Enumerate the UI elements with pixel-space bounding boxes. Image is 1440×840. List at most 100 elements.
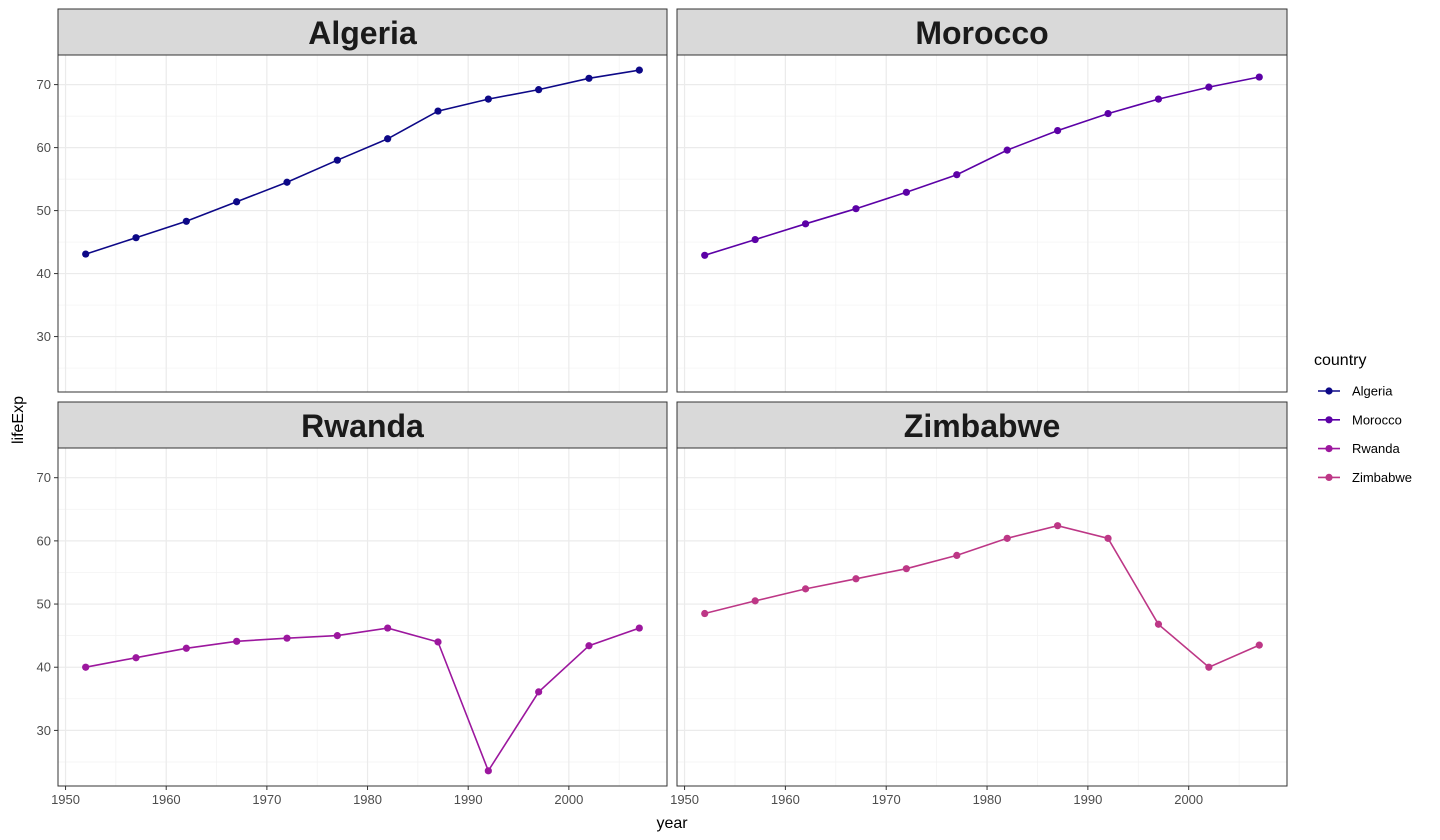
x-tick-label: 1950 xyxy=(670,792,699,807)
facet-strip xyxy=(57,401,668,449)
series-line-morocco xyxy=(704,76,1260,257)
legend-item-algeria: Algeria xyxy=(1318,384,1393,399)
facet-strip xyxy=(676,8,1288,56)
data-point-morocco xyxy=(1154,95,1163,103)
data-point-zimbabwe xyxy=(1054,522,1062,530)
data-point-rwanda xyxy=(233,637,241,645)
data-point-rwanda xyxy=(132,654,140,662)
data-point-algeria xyxy=(333,156,341,164)
facet-strip xyxy=(676,401,1288,449)
data-point-zimbabwe xyxy=(1255,641,1263,649)
legend-item-zimbabwe: Zimbabwe xyxy=(1318,470,1412,485)
y-tick-label: 50 xyxy=(37,203,51,218)
legend-key-point xyxy=(1325,473,1333,481)
x-tick-label: 1960 xyxy=(152,792,181,807)
panel-background xyxy=(677,55,1287,392)
data-point-morocco xyxy=(852,205,860,213)
facet-strip-label: Rwanda xyxy=(301,408,424,444)
y-tick-label: 50 xyxy=(37,597,51,612)
y-tick-label: 30 xyxy=(37,329,51,344)
y-tick-label: 70 xyxy=(37,470,51,485)
data-point-zimbabwe xyxy=(1104,534,1112,542)
x-tick-label: 1970 xyxy=(252,792,281,807)
data-point-rwanda xyxy=(484,767,492,775)
data-point-morocco xyxy=(1054,126,1062,135)
x-tick-label: 1980 xyxy=(973,792,1002,807)
data-point-algeria xyxy=(434,107,442,115)
y-tick-label: 70 xyxy=(37,77,51,92)
data-point-morocco xyxy=(902,188,910,196)
data-point-zimbabwe xyxy=(701,609,709,618)
facet-zimbabwe: Zimbabwe 1950 1960 1970 1980 1990 2000 xyxy=(670,401,1288,807)
data-point-zimbabwe xyxy=(1003,534,1011,542)
facet-strip-label: Zimbabwe xyxy=(904,408,1060,444)
data-point-morocco xyxy=(801,220,810,228)
x-tick-label: 1950 xyxy=(51,792,80,807)
facet-strip xyxy=(57,8,668,56)
legend: Algeria Morocco Rwanda Zimbabwe xyxy=(1318,384,1412,485)
data-point-rwanda xyxy=(535,688,543,696)
y-tick-label: 60 xyxy=(37,140,51,155)
data-point-rwanda xyxy=(384,624,392,632)
legend-item-rwanda: Rwanda xyxy=(1318,441,1400,456)
legend-key-point xyxy=(1325,387,1333,395)
data-point-morocco xyxy=(1255,73,1263,81)
series-line-rwanda xyxy=(85,627,640,773)
legend-label: Rwanda xyxy=(1352,441,1400,456)
y-tick-label: 30 xyxy=(37,723,51,738)
y-tick-label: 40 xyxy=(37,660,51,675)
facet-panels: Algeria 30 40 50 60 70 Morocco Rwanda 30 40 50 60 70… xyxy=(37,8,1288,807)
data-point-algeria xyxy=(384,135,392,143)
x-tick-label: 1990 xyxy=(454,792,483,807)
data-point-morocco xyxy=(953,171,961,179)
data-point-algeria xyxy=(233,198,241,206)
facet-strip-label: Algeria xyxy=(308,15,417,51)
data-point-algeria xyxy=(82,250,90,258)
data-point-rwanda xyxy=(82,663,90,671)
data-point-morocco xyxy=(1003,146,1011,154)
legend-label: Morocco xyxy=(1352,412,1402,427)
data-point-rwanda xyxy=(333,632,341,640)
facet-algeria: Algeria 30 40 50 60 70 xyxy=(37,8,668,393)
facet-morocco: Morocco xyxy=(676,8,1288,393)
data-point-zimbabwe xyxy=(751,597,759,605)
x-tick-label: 1980 xyxy=(353,792,382,807)
series-line-zimbabwe xyxy=(704,524,1260,669)
facet-rwanda: Rwanda 30 40 50 60 70 1950 1960 1970 1980 1990 2000 xyxy=(37,401,668,807)
x-tick-label: 1960 xyxy=(771,792,800,807)
data-point-zimbabwe xyxy=(953,551,961,560)
data-point-algeria xyxy=(182,217,190,225)
data-point-morocco xyxy=(1205,83,1213,91)
data-point-rwanda xyxy=(283,634,291,642)
data-point-algeria xyxy=(484,95,492,103)
legend-title: country xyxy=(1314,352,1366,369)
data-point-algeria xyxy=(535,86,543,94)
data-point-rwanda xyxy=(434,638,442,646)
data-point-zimbabwe xyxy=(1154,620,1163,628)
legend-item-morocco: Morocco xyxy=(1318,412,1402,427)
data-point-rwanda xyxy=(182,644,190,652)
data-point-morocco xyxy=(701,251,709,259)
legend-label: Zimbabwe xyxy=(1352,470,1412,485)
y-axis-title: lifeExp xyxy=(10,396,27,444)
series-line-algeria xyxy=(85,69,640,255)
data-point-zimbabwe xyxy=(1205,663,1213,671)
legend-label: Algeria xyxy=(1352,384,1393,399)
data-point-algeria xyxy=(283,178,291,186)
data-point-morocco xyxy=(1104,109,1112,118)
legend-key-point xyxy=(1325,416,1333,424)
data-point-algeria xyxy=(585,74,593,82)
data-point-morocco xyxy=(751,235,759,244)
data-point-rwanda xyxy=(635,624,643,632)
x-tick-label: 1970 xyxy=(872,792,901,807)
x-tick-label: 2000 xyxy=(554,792,583,807)
x-tick-label: 1990 xyxy=(1073,792,1102,807)
facet-strip-label: Morocco xyxy=(915,15,1048,51)
panel-background xyxy=(58,55,667,392)
data-point-zimbabwe xyxy=(902,565,910,573)
legend-key-point xyxy=(1325,445,1333,453)
x-axis-title: year xyxy=(656,815,688,832)
panel-background xyxy=(677,448,1287,786)
data-point-algeria xyxy=(635,66,643,74)
